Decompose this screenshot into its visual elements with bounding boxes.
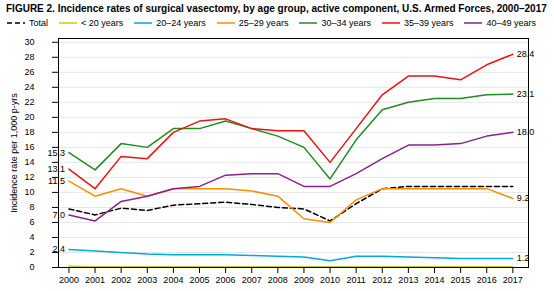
html-text:< 20 years: < 20 years xyxy=(81,18,124,28)
svg-text:12: 12 xyxy=(24,172,34,182)
html-text:Total: Total xyxy=(29,18,48,28)
svg-text:2001: 2001 xyxy=(85,275,105,285)
html-text:30–34 years: 30–34 years xyxy=(321,18,371,28)
svg-text:26: 26 xyxy=(24,67,34,77)
svg-text:0: 0 xyxy=(29,262,34,272)
svg-text:2007: 2007 xyxy=(242,275,262,285)
svg-text:2010: 2010 xyxy=(320,275,340,285)
svg-text:24: 24 xyxy=(24,82,34,92)
svg-text:2017: 2017 xyxy=(503,275,523,285)
svg-text:2012: 2012 xyxy=(372,275,392,285)
svg-text:23.1: 23.1 xyxy=(517,89,535,99)
svg-text:18: 18 xyxy=(24,127,34,137)
html-text:FIGURE 2. Incidence rates of s: FIGURE 2. Incidence rates of surgical va… xyxy=(6,3,547,14)
svg-text:Incidence rate per 1,000 p-yrs: Incidence rate per 1,000 p-yrs xyxy=(9,93,19,213)
svg-text:9.2: 9.2 xyxy=(517,193,530,203)
svg-text:2013: 2013 xyxy=(398,275,418,285)
svg-text:16: 16 xyxy=(24,142,34,152)
html-text:25–29 years: 25–29 years xyxy=(238,18,289,28)
svg-text:2: 2 xyxy=(29,247,34,257)
svg-text:10: 10 xyxy=(24,187,34,197)
svg-text:28.4: 28.4 xyxy=(517,49,535,59)
svg-text:4: 4 xyxy=(29,232,34,242)
svg-text:2002: 2002 xyxy=(111,275,131,285)
svg-text:13.1: 13.1 xyxy=(47,164,65,174)
svg-text:2003: 2003 xyxy=(137,275,157,285)
svg-text:2014: 2014 xyxy=(424,275,444,285)
svg-text:2008: 2008 xyxy=(268,275,288,285)
svg-text:2004: 2004 xyxy=(163,275,183,285)
html-text:20–24 years: 20–24 years xyxy=(156,18,206,28)
svg-text:20: 20 xyxy=(24,112,34,122)
svg-text:28: 28 xyxy=(24,52,34,62)
svg-text:14: 14 xyxy=(24,157,34,167)
html-text:35–39 years: 35–39 years xyxy=(403,18,454,28)
svg-text:2016: 2016 xyxy=(477,275,497,285)
svg-text:2.4: 2.4 xyxy=(52,244,65,254)
svg-text:30: 30 xyxy=(24,37,34,47)
svg-text:18.0: 18.0 xyxy=(517,127,535,137)
svg-text:2011: 2011 xyxy=(346,275,365,285)
svg-text:22: 22 xyxy=(24,97,34,107)
svg-text:8: 8 xyxy=(29,202,34,212)
svg-text:11.5: 11.5 xyxy=(48,176,65,186)
svg-text:2006: 2006 xyxy=(216,275,236,285)
html-text:40–49 years: 40–49 years xyxy=(486,18,536,28)
svg-text:1.2: 1.2 xyxy=(517,253,530,263)
svg-text:15.3: 15.3 xyxy=(47,148,65,158)
svg-text:2005: 2005 xyxy=(189,275,209,285)
svg-text:2000: 2000 xyxy=(59,275,79,285)
svg-text:2015: 2015 xyxy=(451,275,471,285)
svg-text:7.0: 7.0 xyxy=(52,210,65,220)
svg-text:6: 6 xyxy=(29,217,34,227)
svg-text:2009: 2009 xyxy=(294,275,314,285)
